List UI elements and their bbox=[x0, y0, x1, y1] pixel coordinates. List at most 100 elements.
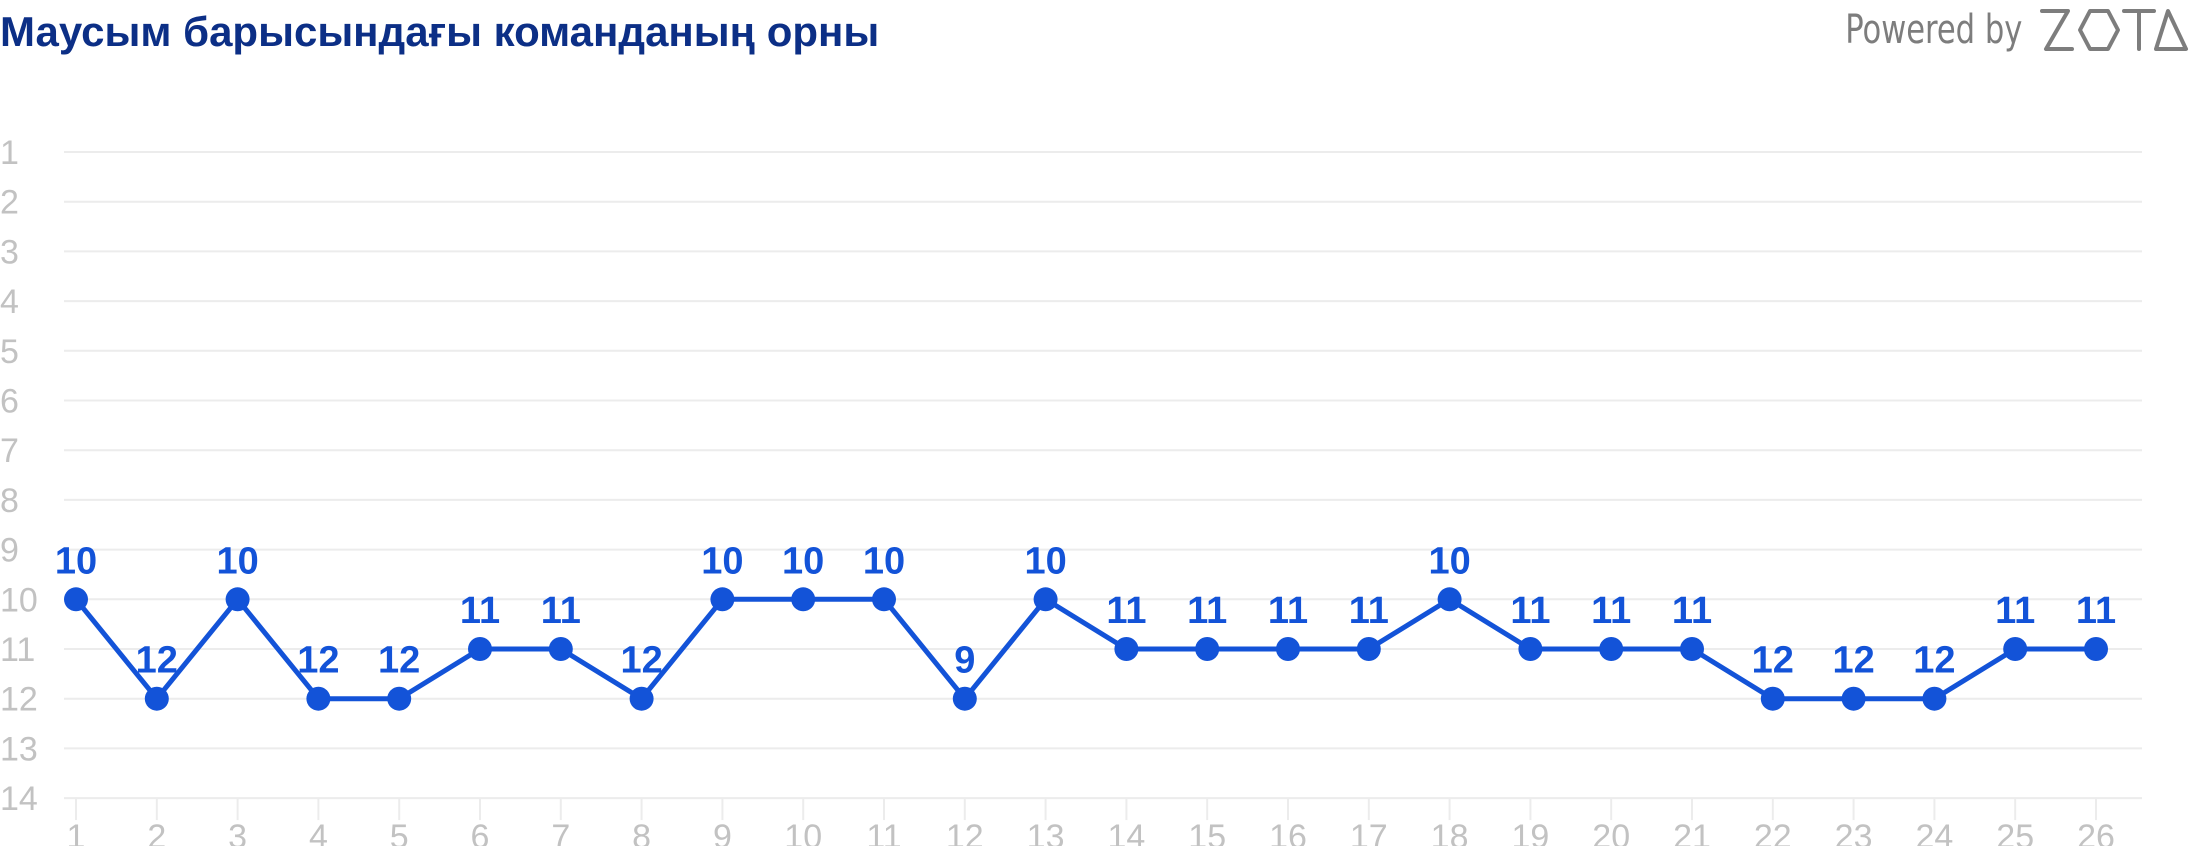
y-tick-label-6: 6 bbox=[0, 383, 19, 421]
data-label-15: 11 bbox=[1187, 590, 1227, 632]
x-tick-label-11: 11 bbox=[866, 818, 901, 846]
data-label-19: 11 bbox=[1510, 590, 1550, 632]
series-polyline bbox=[73, 596, 2099, 702]
powered-by-branding[interactable]: Powered by bbox=[1814, 2, 2190, 58]
data-label-4: 12 bbox=[297, 640, 339, 682]
x-tick-label-16: 16 bbox=[1269, 818, 1307, 846]
data-point-20 bbox=[1599, 637, 1624, 661]
x-tick-label-10: 10 bbox=[784, 818, 822, 846]
data-point-17 bbox=[1356, 637, 1381, 661]
data-label-20: 11 bbox=[1591, 590, 1631, 632]
y-tick-label-7: 7 bbox=[0, 432, 19, 470]
data-point-25 bbox=[2003, 637, 2028, 661]
data-label-17: 11 bbox=[1349, 590, 1389, 632]
x-tick-label-7: 7 bbox=[551, 818, 570, 846]
data-point-24 bbox=[1922, 686, 1947, 711]
y-tick-label-12: 12 bbox=[0, 681, 38, 719]
y-tick-label-9: 9 bbox=[0, 532, 19, 570]
y-tick-label-5: 5 bbox=[0, 333, 19, 371]
x-tick-label-17: 17 bbox=[1350, 818, 1388, 846]
data-point-11 bbox=[872, 587, 896, 612]
x-axis-ticks bbox=[75, 798, 2097, 821]
x-tick-label-21: 21 bbox=[1673, 818, 1711, 846]
data-point-13 bbox=[1033, 587, 1058, 612]
x-tick-label-4: 4 bbox=[309, 818, 328, 846]
x-tick-label-24: 24 bbox=[1915, 818, 1953, 846]
data-label-18: 10 bbox=[1428, 540, 1470, 582]
y-tick-label-10: 10 bbox=[0, 581, 38, 619]
data-label-16: 11 bbox=[1268, 590, 1308, 632]
data-point-16 bbox=[1276, 637, 1300, 661]
data-points bbox=[64, 587, 2108, 711]
x-tick-label-8: 8 bbox=[632, 818, 651, 846]
series-line bbox=[73, 596, 2099, 702]
x-tick-label-3: 3 bbox=[228, 818, 247, 846]
data-label-9: 10 bbox=[701, 540, 743, 582]
data-label-1: 10 bbox=[55, 540, 97, 582]
data-label-25: 11 bbox=[1995, 590, 2035, 632]
y-tick-label-3: 3 bbox=[0, 233, 19, 271]
x-tick-label-22: 22 bbox=[1754, 818, 1792, 846]
data-label-8: 12 bbox=[620, 640, 662, 682]
sota-logo-icon bbox=[2040, 9, 2188, 51]
data-point-10 bbox=[791, 587, 816, 612]
data-label-26: 11 bbox=[2076, 590, 2116, 632]
data-label-10: 10 bbox=[782, 540, 824, 582]
data-label-13: 10 bbox=[1024, 540, 1066, 582]
data-point-2 bbox=[144, 686, 169, 711]
data-point-14 bbox=[1114, 637, 1139, 661]
x-tick-label-14: 14 bbox=[1107, 818, 1145, 846]
data-label-5: 12 bbox=[378, 640, 420, 682]
y-tick-label-14: 14 bbox=[0, 780, 38, 818]
y-tick-label-1: 1 bbox=[0, 134, 19, 172]
x-tick-label-19: 19 bbox=[1511, 818, 1549, 846]
x-tick-label-18: 18 bbox=[1431, 818, 1469, 846]
data-point-26 bbox=[2084, 637, 2108, 661]
x-tick-label-9: 9 bbox=[713, 818, 732, 846]
data-point-12 bbox=[952, 686, 977, 711]
x-tick-label-1: 1 bbox=[67, 818, 86, 846]
x-tick-label-6: 6 bbox=[471, 818, 490, 846]
x-tick-label-25: 25 bbox=[1996, 818, 2034, 846]
x-tick-label-20: 20 bbox=[1592, 818, 1630, 846]
x-tick-label-5: 5 bbox=[390, 818, 409, 846]
data-label-12: 9 bbox=[954, 640, 975, 682]
data-point-18 bbox=[1437, 587, 1462, 612]
x-tick-label-2: 2 bbox=[147, 818, 166, 846]
data-label-23: 12 bbox=[1832, 640, 1874, 682]
data-label-2: 12 bbox=[136, 640, 178, 682]
data-label-6: 11 bbox=[460, 590, 500, 632]
y-tick-label-8: 8 bbox=[0, 482, 19, 520]
data-label-7: 11 bbox=[541, 590, 581, 632]
data-label-22: 12 bbox=[1752, 640, 1794, 682]
data-label-14: 11 bbox=[1106, 590, 1146, 632]
data-point-3 bbox=[225, 587, 250, 612]
data-point-5 bbox=[387, 686, 412, 711]
x-tick-label-15: 15 bbox=[1188, 818, 1226, 846]
x-tick-label-13: 13 bbox=[1027, 818, 1065, 846]
data-label-11: 10 bbox=[863, 540, 905, 582]
data-labels: 10 12 10 12 12 11 11 12 10 10 10 9 10 11 11 11 11 10 11 11 1… bbox=[55, 540, 2116, 681]
data-label-21: 11 bbox=[1672, 590, 1712, 632]
y-tick-label-11: 11 bbox=[0, 631, 35, 669]
y-tick-label-2: 2 bbox=[0, 184, 19, 222]
data-point-6 bbox=[468, 637, 492, 661]
x-tick-label-26: 26 bbox=[2077, 818, 2115, 846]
data-point-19 bbox=[1518, 637, 1543, 661]
data-point-4 bbox=[306, 686, 331, 711]
powered-by-text: Powered by bbox=[1844, 7, 2022, 53]
chart-title: Маусым барысындағы команданың орны bbox=[0, 8, 880, 55]
x-axis-labels: 1 2 3 4 5 6 7 8 9 10 11 12 13 14 15 16 17 18 19 20 21 22 23 24 2… bbox=[67, 818, 2115, 846]
y-tick-label-13: 13 bbox=[0, 730, 38, 768]
x-tick-label-12: 12 bbox=[946, 818, 984, 846]
data-point-23 bbox=[1841, 686, 1866, 711]
data-label-24: 12 bbox=[1913, 640, 1955, 682]
x-tick-label-23: 23 bbox=[1835, 818, 1873, 846]
data-point-8 bbox=[629, 686, 654, 711]
data-label-3: 10 bbox=[216, 540, 258, 582]
data-point-1 bbox=[64, 587, 88, 612]
data-point-21 bbox=[1680, 637, 1704, 661]
data-point-22 bbox=[1760, 686, 1785, 711]
